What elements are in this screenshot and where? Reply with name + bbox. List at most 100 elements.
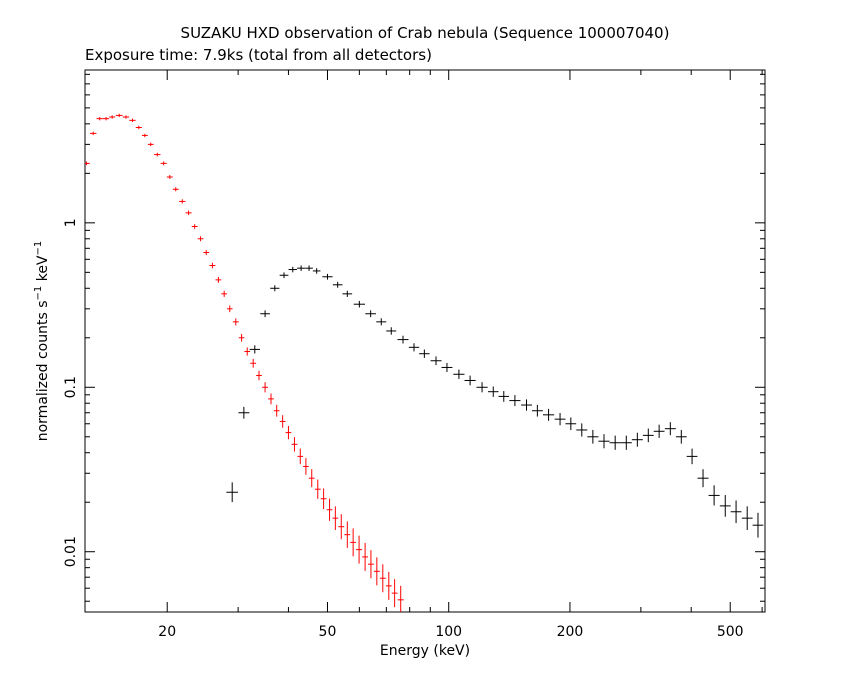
data-point <box>397 335 409 344</box>
data-point <box>587 429 599 444</box>
axis-ticks <box>85 70 765 612</box>
data-point <box>115 113 123 118</box>
data-point <box>362 542 369 571</box>
data-point <box>386 327 397 335</box>
data-point <box>226 305 233 313</box>
data-point <box>238 406 250 419</box>
data-point <box>89 131 97 136</box>
data-point <box>179 199 186 204</box>
data-point <box>719 495 731 517</box>
data-point <box>391 579 398 608</box>
y-axis-label-sup-1: −1 <box>33 286 44 301</box>
data-point <box>408 343 420 352</box>
x-tick-label: 200 <box>557 624 584 640</box>
data-point <box>752 512 764 538</box>
data-point <box>368 550 374 579</box>
data-point <box>542 408 555 421</box>
data-point <box>642 428 654 443</box>
chart-title: SUZAKU HXD observation of Crab nebula (S… <box>181 24 670 42</box>
data-point <box>197 236 204 242</box>
plot-area <box>85 113 764 612</box>
data-point <box>109 115 116 119</box>
data-point <box>122 115 130 119</box>
y-tick-label: 0.01 <box>63 536 79 567</box>
data-point <box>305 265 313 271</box>
y-axis-label-unit: keV <box>35 255 51 286</box>
data-point <box>226 482 239 503</box>
data-point <box>262 382 269 393</box>
data-point <box>620 435 632 450</box>
data-point <box>344 521 351 548</box>
data-point <box>279 415 286 428</box>
x-tick-label: 500 <box>717 624 744 640</box>
data-point <box>675 429 687 444</box>
data-point <box>531 404 543 417</box>
data-point <box>285 425 292 440</box>
data-point <box>453 369 465 379</box>
data-point <box>326 498 333 521</box>
data-point <box>509 395 521 407</box>
data-point <box>338 514 345 540</box>
y-tick-label: 1 <box>63 218 79 227</box>
data-point <box>297 265 306 271</box>
y-axis-label: normalized counts s−1 keV−1 <box>33 241 51 442</box>
data-point <box>215 276 222 283</box>
data-point <box>373 557 380 586</box>
data-point <box>209 262 216 269</box>
data-point <box>464 375 476 386</box>
data-point <box>686 448 698 465</box>
data-point <box>303 458 309 475</box>
data-point <box>96 116 103 121</box>
data-point <box>397 585 404 612</box>
series-1 <box>85 113 404 612</box>
data-point <box>376 318 387 326</box>
data-point <box>631 432 643 447</box>
data-point <box>172 187 179 192</box>
data-point <box>314 479 321 499</box>
data-point <box>147 142 154 147</box>
data-point <box>160 161 167 166</box>
data-point <box>322 273 333 280</box>
data-point <box>154 152 161 157</box>
data-point <box>342 290 353 297</box>
x-axis-label: Energy (keV) <box>380 643 470 659</box>
data-point <box>476 382 488 393</box>
data-point <box>353 300 366 308</box>
data-point <box>291 437 298 452</box>
data-point <box>365 310 376 318</box>
series-2 <box>226 265 764 538</box>
x-tick-label: 100 <box>435 624 462 640</box>
data-point <box>521 399 532 411</box>
data-point <box>308 469 315 488</box>
data-point <box>166 175 173 179</box>
data-point <box>609 435 621 450</box>
data-point <box>185 210 192 216</box>
data-point <box>191 224 198 229</box>
data-point <box>385 571 392 600</box>
data-point <box>129 118 136 123</box>
data-point <box>430 356 442 366</box>
y-axis-label-sup-2: −1 <box>33 241 44 256</box>
data-point <box>135 125 142 130</box>
x-tick-label: 50 <box>319 624 337 640</box>
data-point <box>487 386 499 397</box>
data-point <box>708 485 720 506</box>
data-point <box>103 116 110 121</box>
data-point <box>312 268 321 274</box>
data-point <box>653 424 665 438</box>
data-point <box>249 345 260 354</box>
data-point <box>273 404 280 417</box>
x-tick-label: 20 <box>158 624 176 640</box>
data-point <box>203 249 210 256</box>
data-point <box>279 272 289 279</box>
data-point <box>379 564 386 593</box>
data-point <box>356 535 363 564</box>
data-point <box>260 310 270 318</box>
data-point <box>288 266 297 273</box>
data-point <box>350 528 357 557</box>
data-point <box>238 333 245 342</box>
data-point <box>741 506 753 530</box>
y-axis-label-main: normalized counts s <box>35 300 51 441</box>
plot-frame <box>84 69 766 613</box>
